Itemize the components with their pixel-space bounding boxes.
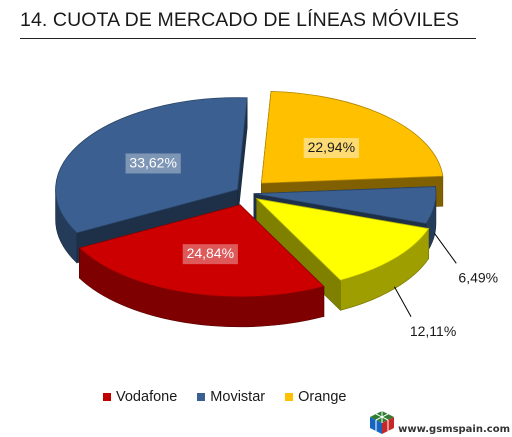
legend-swatch-vodafone <box>103 393 111 401</box>
pie-slice-movistar-0 <box>55 97 248 234</box>
legend-item-vodafone: Vodafone <box>103 389 177 405</box>
legend-item-movistar: Movistar <box>197 389 265 405</box>
legend-label-orange: Orange <box>298 389 347 405</box>
legend-item-orange: Orange <box>285 389 346 405</box>
leader-line-movistar-2 <box>434 233 457 264</box>
watermark: www.gsmspain.com <box>368 409 510 435</box>
data-label-bg-movistar-0 <box>125 153 181 174</box>
legend-swatch-movistar <box>197 393 206 401</box>
data-label-orange-1: 22,94% <box>308 139 355 155</box>
leader-line-slice-3 <box>393 286 412 317</box>
legend-swatch-orange <box>285 393 294 401</box>
pie-slice-movistar-2 <box>253 186 437 224</box>
pie-slice-slice-3 <box>255 198 430 281</box>
chart-title: 14. CUOTA DE MERCADO DE LÍNEAS MÓVILES <box>20 9 460 31</box>
legend-label-vodafone: Vodafone <box>116 389 178 405</box>
data-label-slice-3: 12,11% <box>410 323 456 339</box>
data-label-bg-orange-1 <box>303 138 359 159</box>
gsmspain-cube-logo-icon <box>370 411 395 434</box>
data-label-movistar-0: 33,62% <box>129 154 176 170</box>
data-label-bg-vodafone-4 <box>182 244 238 265</box>
legend: Vodafone Movistar Orange <box>103 389 346 405</box>
pie-labels: 33,62% 22,94% 6,49% 12,11% 24,84% <box>125 138 498 339</box>
data-label-movistar-2: 6,49% <box>458 269 498 285</box>
legend-label-movistar: Movistar <box>210 389 266 405</box>
pie-tops <box>55 90 444 298</box>
title-underline <box>20 38 476 39</box>
pie-slice-orange-1 <box>260 90 444 184</box>
pie-slice-vodafone-4 <box>78 204 325 298</box>
data-label-vodafone-4: 24,84% <box>187 245 234 261</box>
watermark-text: www.gsmspain.com <box>398 424 510 435</box>
